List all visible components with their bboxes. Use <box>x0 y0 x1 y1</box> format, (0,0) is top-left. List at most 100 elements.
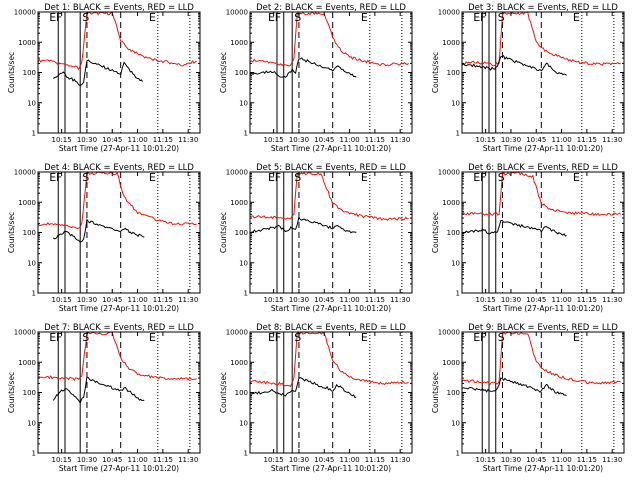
x-tick-label: 11:15 <box>153 136 173 144</box>
x-tick-label: 10:15 <box>476 296 496 304</box>
x-tick-label: 11:00 <box>339 456 359 464</box>
flag-label: S <box>82 11 89 24</box>
x-tick-label: 10:30 <box>501 456 521 464</box>
y-tick-label: 1000 <box>230 359 248 367</box>
y-tick-label: 1 <box>244 450 248 458</box>
x-axis-label: Start Time (27-Apr-11 10:01:20) <box>59 304 179 313</box>
x-axis-label: Start Time (27-Apr-11 10:01:20) <box>59 464 179 473</box>
series-events-line <box>462 377 567 396</box>
x-tick-label: 10:45 <box>526 296 546 304</box>
x-tick-label: 11:15 <box>365 296 385 304</box>
series-events-line <box>250 215 357 234</box>
plot-frame <box>461 331 625 454</box>
x-tick-label: 10:45 <box>526 136 546 144</box>
y-axis-label: Counts/sec <box>431 52 440 93</box>
x-tick-label: 10:15 <box>476 456 496 464</box>
panel-content <box>462 332 621 453</box>
plot-frame <box>249 171 413 294</box>
x-tick-label: 10:45 <box>526 456 546 464</box>
x-tick-label: 11:30 <box>602 296 622 304</box>
panel-title: Det 2: BLACK = Events, RED = LLD <box>256 3 406 13</box>
flag-label: E <box>573 11 580 24</box>
y-axis-label: Counts/sec <box>219 372 228 413</box>
flag-label: E <box>473 11 480 24</box>
x-tick-label: 11:30 <box>178 296 198 304</box>
flag-label: F <box>275 171 281 184</box>
panel-content <box>38 12 197 133</box>
panel-content <box>250 12 409 133</box>
x-tick-label: 11:30 <box>390 136 410 144</box>
x-tick-label: 11:30 <box>602 136 622 144</box>
x-tick-label: 11:00 <box>127 296 147 304</box>
y-tick-label: 10 <box>451 419 460 427</box>
flag-label: E <box>361 171 368 184</box>
y-tick-label: 10000 <box>14 169 36 177</box>
panel-content <box>250 332 409 453</box>
y-tick-label: 10000 <box>438 329 460 337</box>
x-tick-label: 11:15 <box>365 136 385 144</box>
x-tick-label: 10:45 <box>102 136 122 144</box>
flag-label: F <box>56 171 62 184</box>
x-tick-label: 11:15 <box>153 456 173 464</box>
x-tick-label: 10:45 <box>314 456 334 464</box>
flag-label: S <box>294 331 301 344</box>
flag-label: F <box>480 11 486 24</box>
series-lld-line <box>462 12 621 67</box>
y-tick-label: 100 <box>235 389 248 397</box>
series-lld-line <box>462 332 621 386</box>
panel-title: Det 3: BLACK = Events, RED = LLD <box>468 3 618 13</box>
x-axis-label: Start Time (27-Apr-11 10:01:20) <box>271 464 391 473</box>
x-tick-label: 10:30 <box>77 296 97 304</box>
x-tick-label: 10:15 <box>52 296 72 304</box>
panel-title: Det 4: BLACK = Events, RED = LLD <box>44 163 194 173</box>
flag-label: S <box>498 171 505 184</box>
panel-content <box>462 12 621 133</box>
x-tick-label: 11:15 <box>153 296 173 304</box>
x-tick-label: 10:30 <box>289 296 309 304</box>
x-tick-label: 11:30 <box>178 136 198 144</box>
y-tick-label: 10 <box>451 99 460 107</box>
flag-label: S <box>498 11 505 24</box>
series-events-line <box>250 57 357 78</box>
y-tick-label: 100 <box>23 69 36 77</box>
y-tick-label: 100 <box>235 229 248 237</box>
flag-label: E <box>361 331 368 344</box>
x-tick-label: 11:15 <box>365 456 385 464</box>
flag-label: E <box>361 11 368 24</box>
flag-label: F <box>480 331 486 344</box>
y-tick-label: 1 <box>456 290 460 298</box>
panel-title: Det 9: BLACK = Events, RED = LLD <box>468 323 618 333</box>
x-tick-label: 10:45 <box>102 296 122 304</box>
x-tick-label: 10:45 <box>314 136 334 144</box>
x-tick-label: 11:00 <box>551 456 571 464</box>
flag-label: S <box>498 331 505 344</box>
x-tick-label: 10:30 <box>77 136 97 144</box>
panel-title: Det 1: BLACK = Events, RED = LLD <box>44 3 194 13</box>
x-tick-label: 10:30 <box>501 296 521 304</box>
y-tick-label: 100 <box>447 229 460 237</box>
x-tick-label: 11:00 <box>339 296 359 304</box>
y-tick-label: 1 <box>456 450 460 458</box>
panel-title: Det 7: BLACK = Events, RED = LLD <box>44 323 194 333</box>
flag-label: F <box>56 11 62 24</box>
x-tick-label: 11:00 <box>127 456 147 464</box>
y-tick-label: 100 <box>23 389 36 397</box>
x-tick-label: 10:30 <box>289 136 309 144</box>
y-tick-label: 1000 <box>230 199 248 207</box>
flag-label: E <box>149 331 156 344</box>
y-tick-label: 100 <box>23 229 36 237</box>
x-tick-label: 10:15 <box>264 456 284 464</box>
x-tick-label: 10:30 <box>501 136 521 144</box>
flag-label: S <box>294 171 301 184</box>
y-axis-label: Counts/sec <box>219 52 228 93</box>
x-tick-label: 10:15 <box>52 136 72 144</box>
x-tick-label: 10:30 <box>77 456 97 464</box>
x-axis-label: Start Time (27-Apr-11 10:01:20) <box>271 144 391 153</box>
panel-content <box>38 332 197 453</box>
